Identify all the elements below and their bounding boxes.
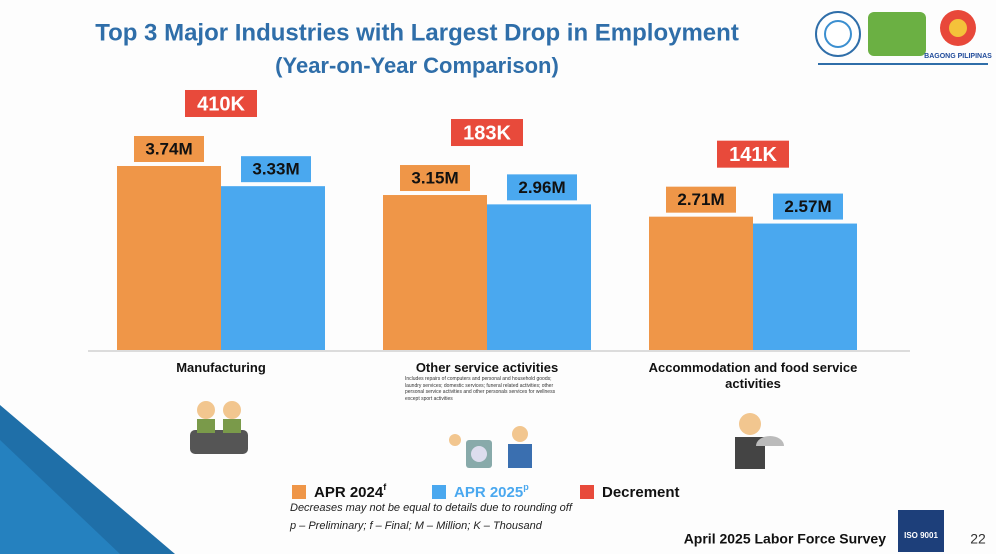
icon [471, 446, 487, 462]
subtitle: (Year-on-Year Comparison) [275, 53, 559, 78]
logo [868, 12, 926, 56]
legend-label: APR 2025p [454, 482, 529, 501]
value-label-box [134, 135, 204, 162]
value-label-box [773, 193, 843, 220]
legend-superscript: p [523, 482, 529, 492]
value-label: 2.57M [784, 197, 831, 216]
category-label: Accommodation and food service activitie… [648, 360, 858, 391]
iso-text: ISO 9001 [904, 531, 938, 540]
value-label-box [241, 156, 311, 183]
corner-decoration [0, 440, 120, 554]
logo [949, 19, 967, 37]
decrement-label: 183K [463, 122, 511, 144]
category-note: Includes repairs of computers and person… [405, 376, 556, 402]
logo-text: BAGONG PILIPINAS [924, 53, 992, 60]
footnote: Decreases may not be equal to details du… [290, 502, 572, 514]
value-label: 3.74M [145, 139, 192, 158]
bar [221, 186, 325, 350]
decrement-label: 410K [197, 93, 245, 115]
icon [508, 444, 532, 468]
legend-label: APR 2024f [314, 482, 387, 501]
category-label: Other service activities [415, 360, 559, 375]
category-label: Manufacturing [176, 360, 266, 375]
footnote: p – Preliminary; f – Final; M – Million;… [290, 520, 542, 532]
page-number: 22 [970, 531, 986, 547]
iso-badge [898, 510, 944, 552]
icon [190, 430, 248, 454]
decrement-box [451, 119, 523, 147]
title: Top 3 Major Industries with Largest Drop… [95, 19, 739, 46]
value-label-box [400, 165, 470, 192]
bar [649, 216, 753, 350]
icon [197, 419, 215, 433]
icon [512, 426, 528, 442]
icon [223, 401, 241, 419]
value-label-box [666, 186, 736, 213]
icons [190, 401, 784, 469]
icon [739, 413, 761, 435]
logo [815, 11, 861, 57]
legend-name: APR 2024 [314, 484, 384, 501]
decrement-box [717, 140, 789, 168]
value-label-box [507, 174, 577, 201]
logo [824, 20, 852, 48]
value-label: 3.33M [252, 160, 299, 179]
legend-name: Decrement [602, 484, 680, 501]
decrement-label: 141K [729, 144, 777, 166]
legend-label: Decrement [602, 484, 680, 501]
icon [449, 434, 461, 446]
legend-superscript: f [383, 482, 387, 492]
logos: BAGONG PILIPINAS [815, 10, 992, 65]
value-label: 2.71M [677, 190, 724, 209]
decrement-box [185, 89, 257, 117]
bar [487, 204, 591, 350]
icon [223, 419, 241, 433]
legend-swatch [432, 485, 446, 499]
legend-name: APR 2025 [454, 484, 523, 501]
footer-title: April 2025 Labor Force Survey [684, 531, 887, 547]
bar [753, 223, 857, 350]
value-label: 2.96M [518, 178, 565, 197]
icon [756, 436, 784, 446]
bar [117, 165, 221, 350]
bar [383, 195, 487, 350]
legend-swatch [292, 485, 306, 499]
value-label: 3.15M [411, 169, 458, 188]
legend-swatch [580, 485, 594, 499]
icon [197, 401, 215, 419]
